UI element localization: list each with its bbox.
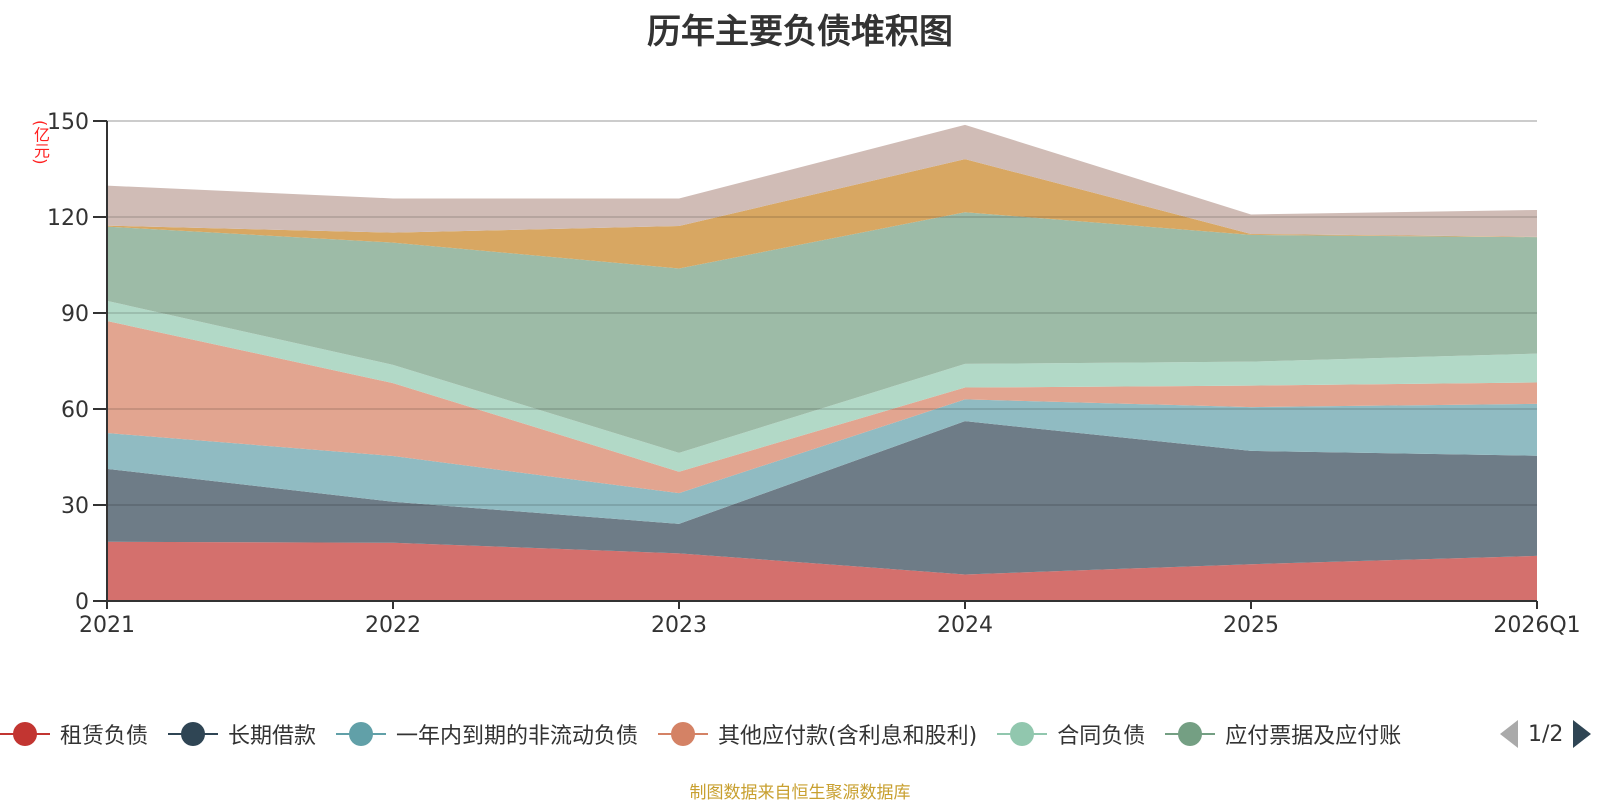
y-tick-label: 0 [75, 590, 89, 615]
area-series-7 [107, 159, 1537, 269]
y-tick-label: 120 [47, 206, 89, 231]
legend-marker-icon [336, 722, 387, 746]
legend-label: 一年内到期的非流动负债 [396, 724, 639, 749]
area-series [107, 124, 1537, 601]
legend-pager: 1/2 [1500, 716, 1592, 752]
legend: 租赁负债 长期借款 一年内到期的非流动负债 其他应付款(含利息和股利) 合同负债 应付票据… [0, 716, 1490, 752]
area-series-4 [107, 321, 1537, 494]
x-tick-label: 2021 [79, 613, 135, 638]
legend-next-page-button[interactable] [1573, 720, 1592, 748]
chart-title: 历年主要负债堆积图 [647, 12, 953, 52]
axes: 0 30 60 90 120 150 2021 2022 2023 2024 2025 2026Q1 [47, 110, 1581, 638]
legend-marker-icon [997, 722, 1048, 746]
y-tick-label: 30 [61, 494, 89, 519]
y-tick-label: 150 [47, 110, 89, 135]
legend-item[interactable]: 一年内到期的非流动负债 [336, 718, 638, 750]
legend-page-indicator: 1/2 [1528, 721, 1564, 747]
area-series-8 [107, 124, 1537, 237]
legend-marker-icon [658, 722, 709, 746]
area-series-1 [107, 541, 1537, 601]
legend-marker-icon [0, 722, 50, 746]
legend-label: 应付票据及应付账 [1225, 724, 1402, 749]
y-tick-label: 90 [61, 302, 89, 327]
legend-item[interactable]: 合同负债 [997, 718, 1145, 750]
legend-item[interactable]: 长期借款 [168, 718, 316, 750]
x-tick-label: 2023 [651, 613, 707, 638]
area-series-2 [107, 421, 1537, 575]
legend-label: 租赁负债 [60, 724, 149, 749]
data-source-note: 制图数据来自恒生聚源数据库 [689, 783, 911, 803]
legend-marker-icon [168, 722, 219, 746]
area-series-3 [107, 399, 1537, 524]
legend-item[interactable]: 其他应付款(含利息和股利) [658, 718, 977, 750]
legend-label: 其他应付款(含利息和股利) [718, 724, 978, 749]
legend-item[interactable]: 租赁负债 [0, 718, 148, 750]
x-tick-label: 2025 [1223, 613, 1279, 638]
legend-prev-page-button[interactable] [1500, 720, 1518, 748]
y-tick-label: 60 [61, 398, 89, 423]
y-axis-unit-label: (亿元) [31, 120, 50, 165]
x-tick-label: 2026Q1 [1493, 613, 1580, 638]
legend-label: 长期借款 [228, 724, 317, 749]
area-series-6 [107, 212, 1537, 453]
legend-marker-icon [1165, 722, 1216, 746]
x-tick-label: 2022 [365, 613, 421, 638]
x-tick-label: 2024 [937, 613, 993, 638]
stacked-area-chart: 0 30 60 90 120 150 2021 2022 2023 2024 2025 2026Q1 [47, 110, 1581, 638]
legend-item[interactable]: 应付票据及应付账 [1165, 718, 1401, 750]
legend-label: 合同负债 [1057, 724, 1146, 749]
